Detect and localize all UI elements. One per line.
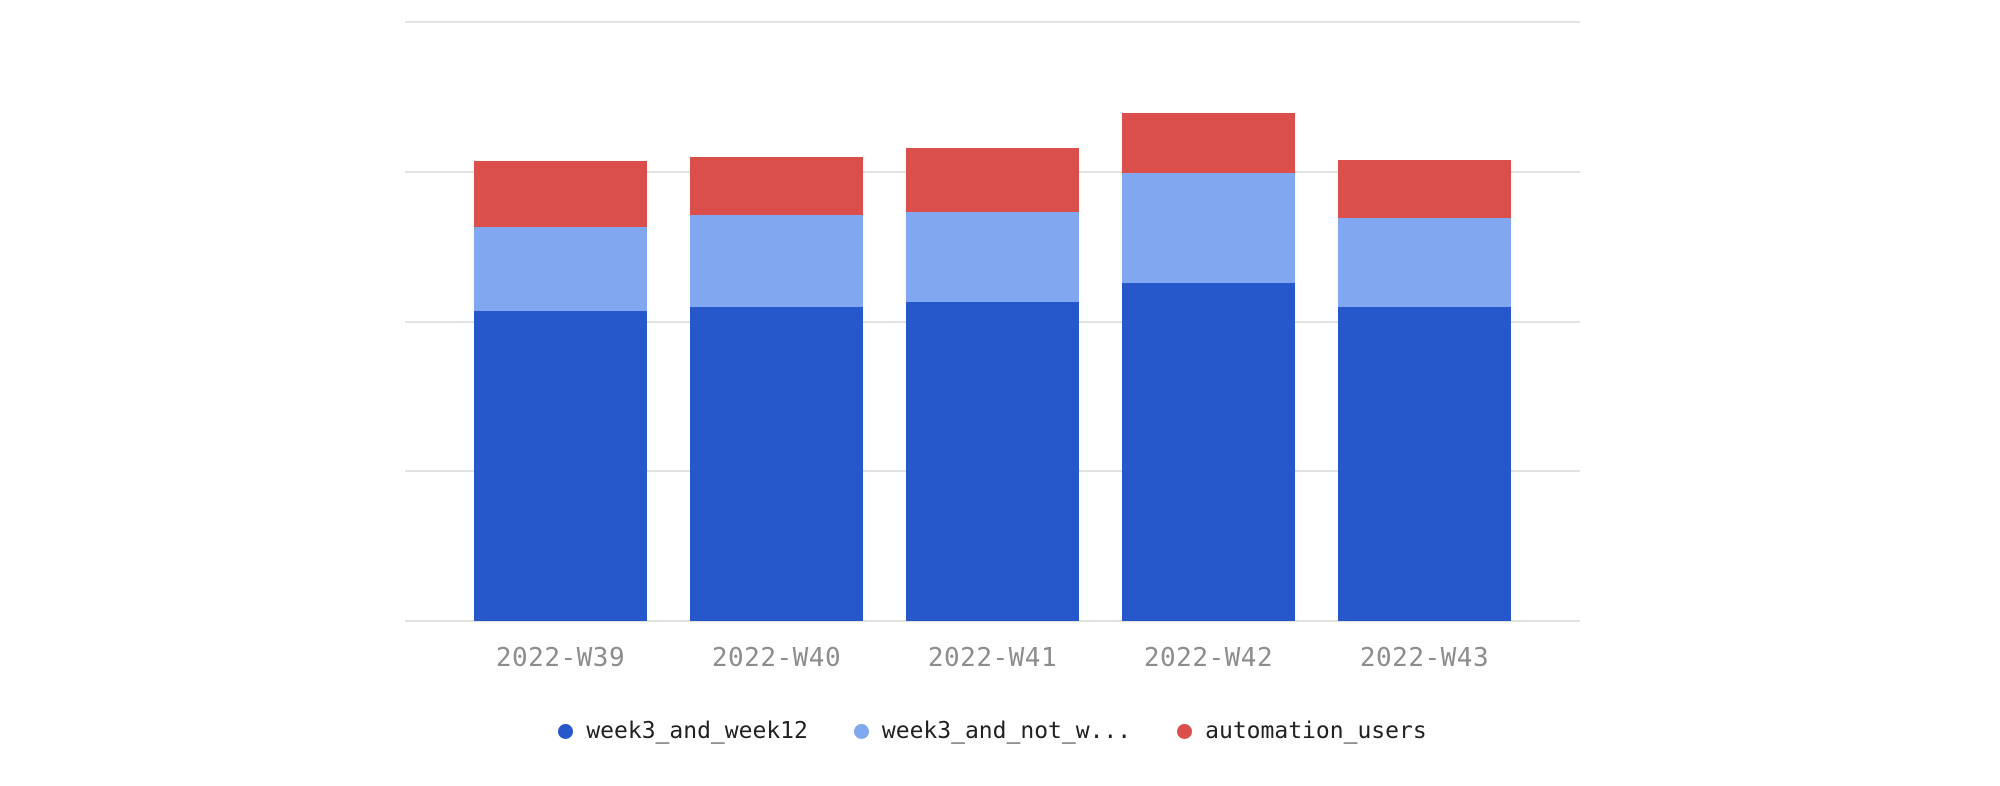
bar-segment-week3_and_not_w-2022-w39[interactable] — [474, 227, 647, 312]
bar-2022-w41 — [906, 147, 1079, 621]
x-axis-label: 2022-W39 — [495, 643, 626, 673]
legend-dot-icon — [558, 723, 574, 739]
bar-segment-week3_and_week12-2022-w40[interactable] — [690, 306, 863, 621]
bar-2022-w40 — [690, 156, 863, 621]
legend-label: automation_users — [1205, 718, 1427, 744]
bar-segment-week3_and_week12-2022-w41[interactable] — [906, 302, 1079, 621]
x-axis-label: 2022-W41 — [927, 643, 1058, 673]
bar-segment-week3_and_not_w-2022-w42[interactable] — [1122, 173, 1295, 283]
bar-segment-week3_and_week12-2022-w42[interactable] — [1122, 282, 1295, 621]
plot-area — [405, 21, 1580, 622]
gridline — [405, 620, 1580, 622]
bar-segment-automation_users-2022-w41[interactable] — [906, 147, 1079, 213]
bar-2022-w43 — [1338, 159, 1511, 621]
x-axis-label: 2022-W43 — [1359, 643, 1490, 673]
legend-dot-icon — [1177, 723, 1193, 739]
bar-segment-week3_and_week12-2022-w43[interactable] — [1338, 306, 1511, 621]
x-axis-label: 2022-W42 — [1143, 643, 1274, 673]
bar-2022-w39 — [474, 161, 647, 621]
x-axis-label: 2022-W40 — [711, 643, 842, 673]
bar-segment-automation_users-2022-w42[interactable] — [1122, 113, 1295, 174]
gridline — [405, 21, 1580, 23]
x-axis: 2022-W39 2022-W40 2022-W41 2022-W42 2022-W43 — [405, 643, 1580, 675]
bar-segment-automation_users-2022-w39[interactable] — [474, 161, 647, 228]
bar-segment-week3_and_not_w-2022-w40[interactable] — [690, 215, 863, 307]
bar-segment-automation_users-2022-w43[interactable] — [1338, 159, 1511, 219]
bar-2022-w42 — [1122, 113, 1295, 621]
bar-segment-automation_users-2022-w40[interactable] — [690, 156, 863, 216]
legend-item-week3_and_not_w[interactable]: week3_and_not_w... — [853, 718, 1132, 744]
bar-segment-week3_and_week12-2022-w39[interactable] — [474, 311, 647, 621]
legend: week3_and_week12 week3_and_not_w... automa… — [405, 712, 1580, 750]
legend-label: week3_and_not_w... — [881, 718, 1132, 744]
bar-segment-week3_and_not_w-2022-w43[interactable] — [1338, 218, 1511, 307]
legend-dot-icon — [853, 723, 869, 739]
legend-item-automation_users[interactable]: automation_users — [1177, 718, 1427, 744]
bar-segment-week3_and_not_w-2022-w41[interactable] — [906, 212, 1079, 303]
legend-label: week3_and_week12 — [586, 718, 808, 744]
legend-item-week3_and_week12[interactable]: week3_and_week12 — [558, 718, 808, 744]
